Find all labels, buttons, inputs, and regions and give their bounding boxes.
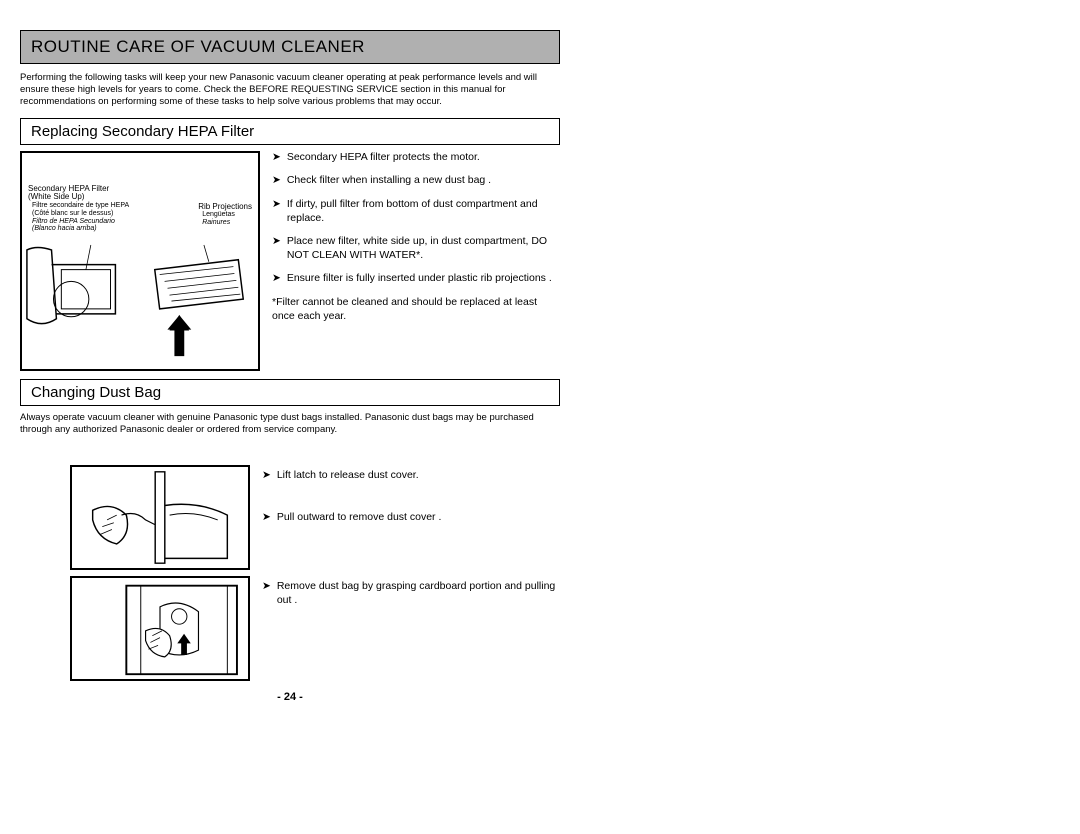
section-header-dustbag: Changing Dust Bag [20, 379, 560, 406]
bullet-arrow-icon: ➤ [272, 198, 281, 225]
bullet-arrow-icon: ➤ [272, 272, 281, 286]
bullet-arrow-icon: ➤ [272, 151, 281, 165]
label-line: Rib Projections [198, 203, 252, 212]
dust-bag-remove-illustration [72, 578, 248, 679]
bullet-arrow-icon: ➤ [262, 580, 271, 607]
hepa-bullet-list: ➤ Secondary HEPA filter protects the moto… [272, 151, 560, 286]
dustbag-note: Always operate vacuum cleaner with genui… [20, 412, 560, 436]
main-section-header: ROUTINE CARE OF VACUUM CLEANER [20, 30, 560, 64]
bullet-arrow-icon: ➤ [272, 174, 281, 188]
label-right-column: Rib Projections Lengüetas Rainures [198, 203, 252, 227]
dustbag-bullets-1: ➤ Lift latch to release dust cover. ➤ Pull… [262, 465, 560, 570]
label-line: Lengüetas [198, 211, 252, 219]
bullet-item: ➤ Check filter when installing a new dust… [272, 174, 560, 188]
hepa-section-row: Secondary HEPA Filter (White Side Up) Fi… [20, 151, 560, 371]
bullet-text: Remove dust bag by grasping cardboard po… [277, 580, 560, 607]
bullet-text: Secondary HEPA filter protects the motor… [287, 151, 480, 165]
bullet-text: Place new filter, white side up, in dust… [287, 235, 560, 262]
intro-paragraph: Performing the following tasks will keep… [20, 72, 560, 108]
dust-cover-illustration [72, 467, 248, 568]
bullet-item: ➤ Secondary HEPA filter protects the moto… [272, 151, 560, 165]
bullet-item: ➤If dirty, pull filter from bottom of du… [272, 198, 560, 225]
dust-bag-remove-diagram [70, 576, 250, 681]
bullet-text: Lift latch to release dust cover. [277, 469, 419, 483]
bullet-item: ➤ Pull outward to remove dust cover . [262, 511, 560, 525]
bullet-arrow-icon: ➤ [262, 511, 271, 525]
manual-page: ROUTINE CARE OF VACUUM CLEANER Performin… [20, 30, 560, 703]
label-line: (White Side Up) [28, 193, 252, 202]
bullet-text: Check filter when installing a new dust … [287, 174, 491, 188]
dustbag-row-2: ➤Remove dust bag by grasping cardboard p… [70, 576, 560, 681]
bullet-item: ➤Place new filter, white side up, in dus… [272, 235, 560, 262]
page-number: - 24 - [20, 691, 560, 703]
dustbag-row-1: ➤ Lift latch to release dust cover. ➤ Pull… [70, 465, 560, 570]
bullet-text: Ensure filter is fully inserted under pl… [287, 272, 552, 286]
hepa-diagram-labels: Secondary HEPA Filter (White Side Up) Fi… [22, 153, 258, 235]
label-line: Rainures [198, 219, 252, 227]
hepa-filter-illustration [22, 239, 258, 369]
bullet-item: ➤ Lift latch to release dust cover. [262, 469, 560, 483]
bullet-text: If dirty, pull filter from bottom of dus… [287, 198, 560, 225]
dustbag-bullets-2: ➤Remove dust bag by grasping cardboard p… [262, 576, 560, 681]
bullet-arrow-icon: ➤ [272, 235, 281, 262]
bullet-item: ➤ Ensure filter is fully inserted under p… [272, 272, 560, 286]
hepa-diagram: Secondary HEPA Filter (White Side Up) Fi… [20, 151, 260, 371]
hepa-footnote: *Filter cannot be cleaned and should be … [272, 296, 560, 323]
bullet-arrow-icon: ➤ [262, 469, 271, 483]
dust-cover-diagram [70, 465, 250, 570]
hepa-bullet-column: ➤ Secondary HEPA filter protects the moto… [272, 151, 560, 371]
section-header-hepa: Replacing Secondary HEPA Filter [20, 118, 560, 145]
bullet-item: ➤Remove dust bag by grasping cardboard p… [262, 580, 560, 607]
bullet-text: Pull outward to remove dust cover . [277, 511, 442, 525]
